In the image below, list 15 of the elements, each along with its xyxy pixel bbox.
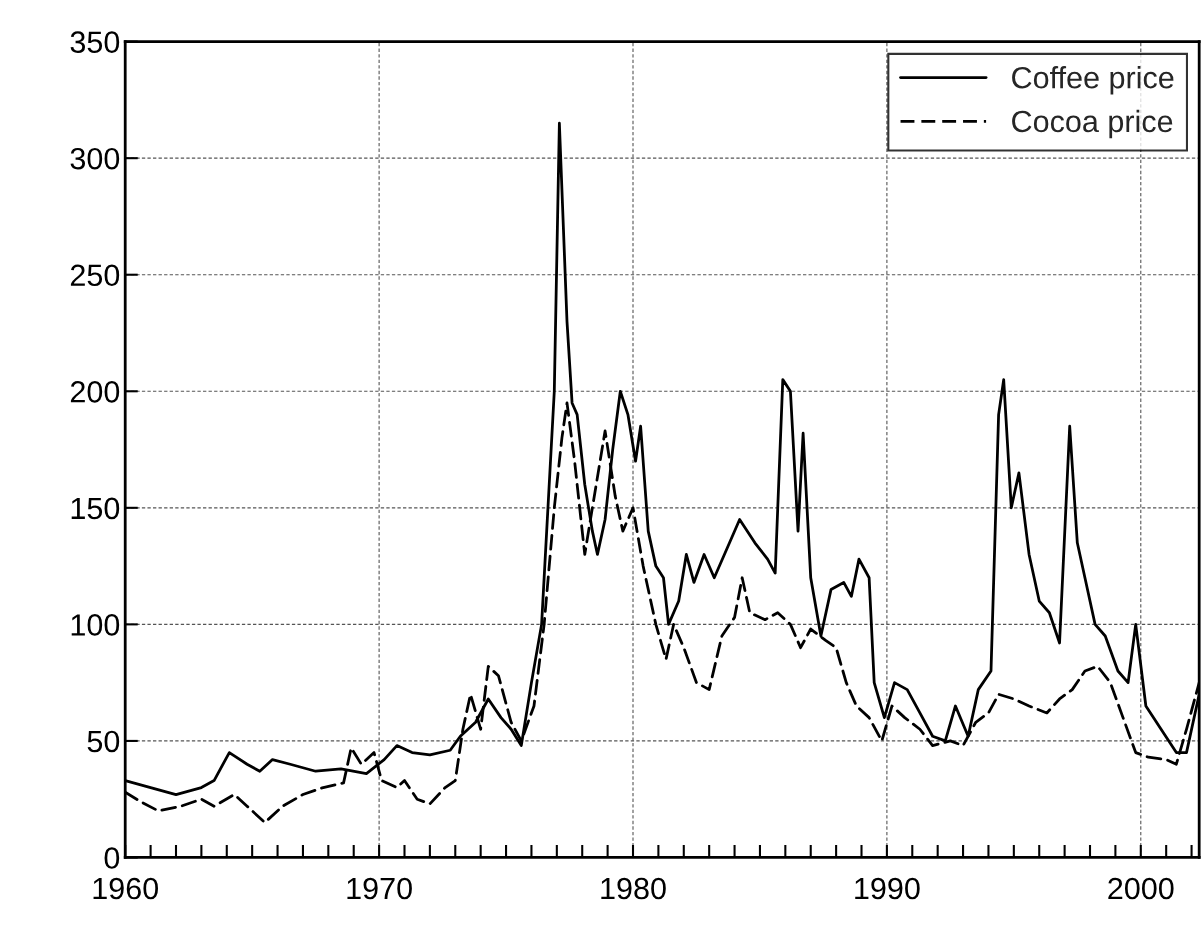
y-tick-label: 250 [70,264,120,287]
y-tick-label: 100 [71,614,120,636]
x-tick-label: 1980 [601,877,666,900]
y-tick-label: 300 [70,147,120,170]
y-tick-label: 0 [104,847,120,869]
x-tick-label: 1970 [347,877,412,900]
x-tick-label: 2000 [1108,877,1174,900]
y-tick-label: 350 [70,31,120,53]
legend-label: Cocoa price [1012,109,1173,139]
x-tick-label: 1990 [855,877,920,900]
legend-label: Coffee price [1012,66,1174,95]
y-tick-label: 200 [70,381,120,403]
y-tick-label: 150 [71,497,120,520]
x-tick-label: 1960 [93,877,159,900]
y-tick-label: 50 [87,730,120,753]
